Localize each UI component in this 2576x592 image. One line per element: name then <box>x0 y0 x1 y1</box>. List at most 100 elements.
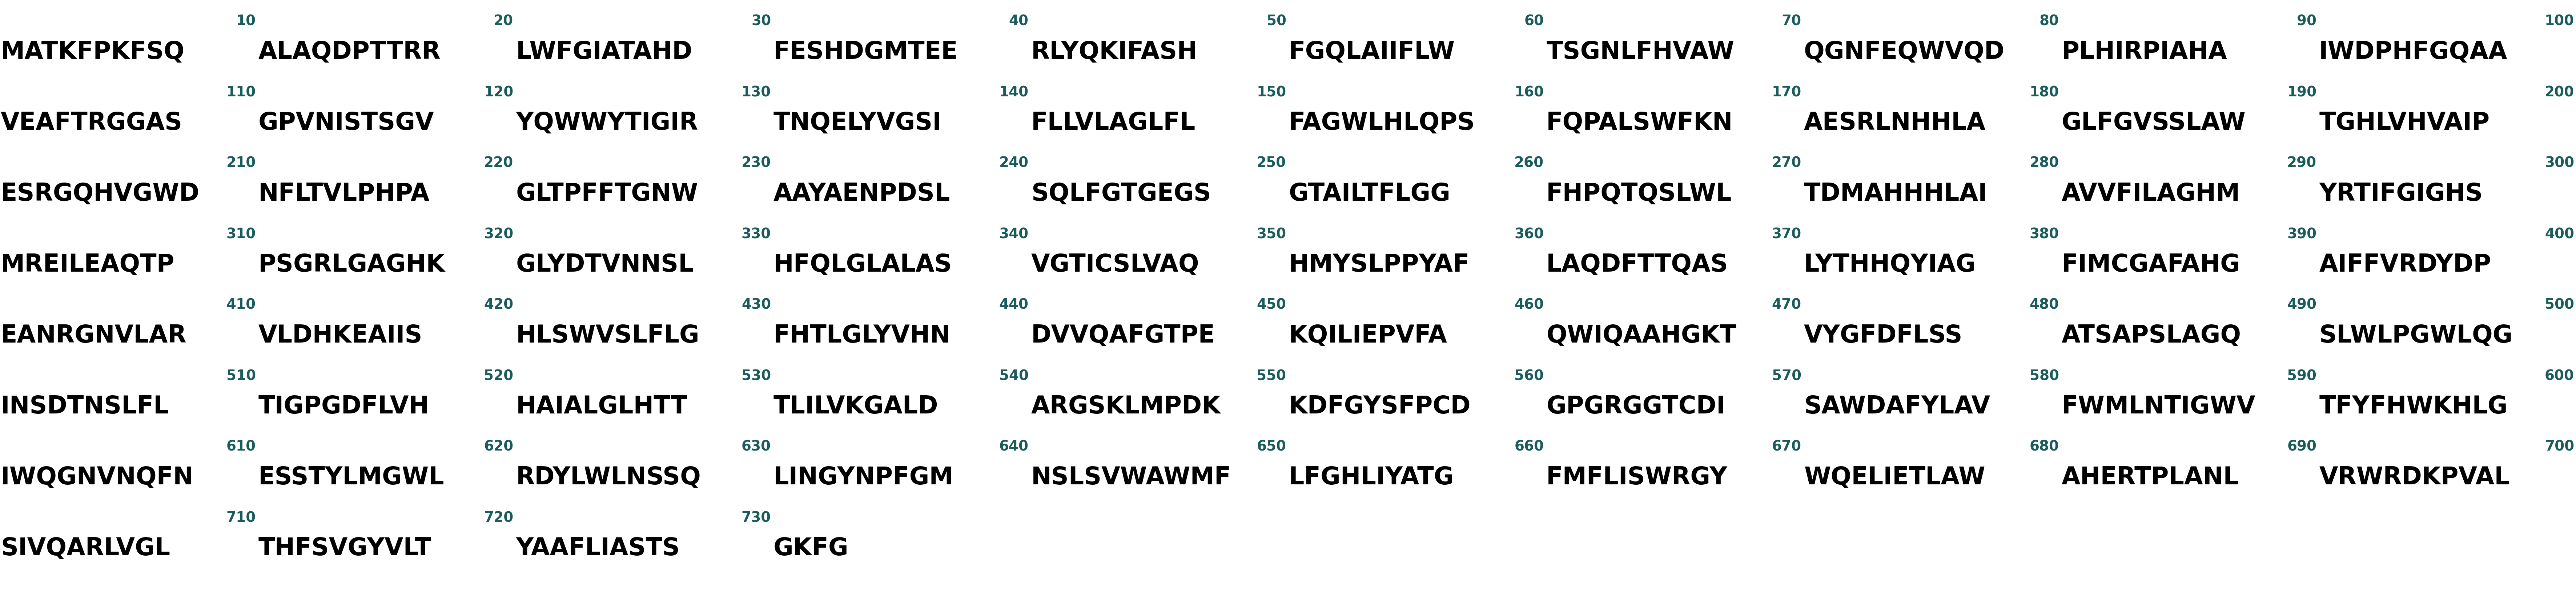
Text: DVVQAFGTPE: DVVQAFGTPE <box>1030 324 1216 348</box>
Text: 200: 200 <box>2545 85 2573 99</box>
Text: 70: 70 <box>1783 15 1801 28</box>
Text: 670: 670 <box>1772 440 1801 454</box>
Text: TIGPGDFLVH: TIGPGDFLVH <box>258 394 430 419</box>
Text: ALAQDPTTRR: ALAQDPTTRR <box>258 40 440 64</box>
Text: 700: 700 <box>2545 440 2573 454</box>
Text: YAAFLIASTS: YAAFLIASTS <box>515 536 680 561</box>
Text: 290: 290 <box>2287 156 2316 170</box>
Text: GLFGVSSLAW: GLFGVSSLAW <box>2061 111 2246 135</box>
Text: 510: 510 <box>227 369 255 383</box>
Text: AESRLNHHLA: AESRLNHHLA <box>1803 111 1986 135</box>
Text: 310: 310 <box>227 227 255 241</box>
Text: AIFFVRDYDP: AIFFVRDYDP <box>2318 253 2491 276</box>
Text: 640: 640 <box>999 440 1028 454</box>
Text: 230: 230 <box>742 156 770 170</box>
Text: 470: 470 <box>1772 298 1801 312</box>
Text: 140: 140 <box>999 85 1028 99</box>
Text: WQELIETLAW: WQELIETLAW <box>1803 465 1986 490</box>
Text: FIMCGAFAHG: FIMCGAFAHG <box>2061 253 2241 276</box>
Text: TLILVKGALD: TLILVKGALD <box>773 394 938 419</box>
Text: 20: 20 <box>495 15 513 28</box>
Text: HMYSLPPYAF: HMYSLPPYAF <box>1288 253 1468 276</box>
Text: 500: 500 <box>2545 298 2573 312</box>
Text: 90: 90 <box>2298 15 2316 28</box>
Text: VGTICSLVAQ: VGTICSLVAQ <box>1030 253 1200 276</box>
Text: 80: 80 <box>2040 15 2058 28</box>
Text: GLTPFFTGNW: GLTPFFTGNW <box>515 182 698 206</box>
Text: AVVFILAGHM: AVVFILAGHM <box>2061 182 2241 206</box>
Text: RLYQKIFASH: RLYQKIFASH <box>1030 40 1198 64</box>
Text: 410: 410 <box>227 298 255 312</box>
Text: 460: 460 <box>1515 298 1543 312</box>
Text: LWFGIATAHD: LWFGIATAHD <box>515 40 693 64</box>
Text: GTAILTFLGG: GTAILTFLGG <box>1288 182 1450 206</box>
Text: ATSAPSLAGQ: ATSAPSLAGQ <box>2061 324 2241 348</box>
Text: 160: 160 <box>1515 85 1543 99</box>
Text: FGQLAIIFLW: FGQLAIIFLW <box>1288 40 1455 64</box>
Text: SLWLPGWLQG: SLWLPGWLQG <box>2318 324 2512 348</box>
Text: 30: 30 <box>752 15 770 28</box>
Text: 480: 480 <box>2030 298 2058 312</box>
Text: 370: 370 <box>1772 227 1801 241</box>
Text: RDYLWLNSSQ: RDYLWLNSSQ <box>515 465 701 490</box>
Text: NSLSVWAWMF: NSLSVWAWMF <box>1030 465 1231 490</box>
Text: SAWDAFYLAV: SAWDAFYLAV <box>1803 394 1991 419</box>
Text: FQPALSWFKN: FQPALSWFKN <box>1546 111 1734 135</box>
Text: GPVNISTSGV: GPVNISTSGV <box>258 111 435 135</box>
Text: 220: 220 <box>484 156 513 170</box>
Text: 250: 250 <box>1257 156 1285 170</box>
Text: 610: 610 <box>227 440 255 454</box>
Text: LYTHHQYIAG: LYTHHQYIAG <box>1803 253 1976 276</box>
Text: 300: 300 <box>2545 156 2573 170</box>
Text: 440: 440 <box>999 298 1028 312</box>
Text: MREILEAQTP: MREILEAQTP <box>0 253 175 276</box>
Text: HAIALGLHTT: HAIALGLHTT <box>515 394 688 419</box>
Text: 400: 400 <box>2545 227 2573 241</box>
Text: 260: 260 <box>1515 156 1543 170</box>
Text: 360: 360 <box>1515 227 1543 241</box>
Text: KDFGYSFPCD: KDFGYSFPCD <box>1288 394 1471 419</box>
Text: 60: 60 <box>1525 15 1543 28</box>
Text: HFQLGLALAS: HFQLGLALAS <box>773 253 953 276</box>
Text: HLSWVSLFLG: HLSWVSLFLG <box>515 324 698 348</box>
Text: 10: 10 <box>237 15 255 28</box>
Text: QGNFEQWVQD: QGNFEQWVQD <box>1803 40 2004 64</box>
Text: 590: 590 <box>2287 369 2316 383</box>
Text: ESRGQHVGWD: ESRGQHVGWD <box>0 182 201 206</box>
Text: 190: 190 <box>2287 85 2316 99</box>
Text: LINGYNPFGM: LINGYNPFGM <box>773 465 953 490</box>
Text: 380: 380 <box>2030 227 2058 241</box>
Text: ARGSKLMPDK: ARGSKLMPDK <box>1030 394 1221 419</box>
Text: SQLFGTGEGS: SQLFGTGEGS <box>1030 182 1211 206</box>
Text: TFYFHWKHLG: TFYFHWKHLG <box>2318 394 2506 419</box>
Text: 420: 420 <box>484 298 513 312</box>
Text: 450: 450 <box>1257 298 1285 312</box>
Text: GPGRGGTCDI: GPGRGGTCDI <box>1546 394 1726 419</box>
Text: FHPQTQSLWL: FHPQTQSLWL <box>1546 182 1731 206</box>
Text: 520: 520 <box>484 369 513 383</box>
Text: 320: 320 <box>484 227 513 241</box>
Text: 240: 240 <box>999 156 1028 170</box>
Text: QWIQAAHGKT: QWIQAAHGKT <box>1546 324 1736 348</box>
Text: ESSTYLMGWL: ESSTYLMGWL <box>258 465 443 490</box>
Text: SIVQARLVGL: SIVQARLVGL <box>0 536 170 561</box>
Text: LAQDFTTQAS: LAQDFTTQAS <box>1546 253 1728 276</box>
Text: 150: 150 <box>1257 85 1285 99</box>
Text: AHERTPLANL: AHERTPLANL <box>2061 465 2239 490</box>
Text: MATKFPKFSQ: MATKFPKFSQ <box>0 40 185 64</box>
Text: AAYAENPDSL: AAYAENPDSL <box>773 182 951 206</box>
Text: 40: 40 <box>1010 15 1028 28</box>
Text: TDMAHHHLAI: TDMAHHHLAI <box>1803 182 1989 206</box>
Text: 120: 120 <box>484 85 513 99</box>
Text: 340: 340 <box>999 227 1028 241</box>
Text: FAGWLHLQPS: FAGWLHLQPS <box>1288 111 1476 135</box>
Text: LFGHLIYATG: LFGHLIYATG <box>1288 465 1453 490</box>
Text: 580: 580 <box>2030 369 2058 383</box>
Text: 550: 550 <box>1257 369 1285 383</box>
Text: TGHLVHVAIP: TGHLVHVAIP <box>2318 111 2488 135</box>
Text: FMFLISWRGY: FMFLISWRGY <box>1546 465 1728 490</box>
Text: 490: 490 <box>2287 298 2316 312</box>
Text: FLLVLAGLFL: FLLVLAGLFL <box>1030 111 1195 135</box>
Text: 530: 530 <box>742 369 770 383</box>
Text: 680: 680 <box>2030 440 2058 454</box>
